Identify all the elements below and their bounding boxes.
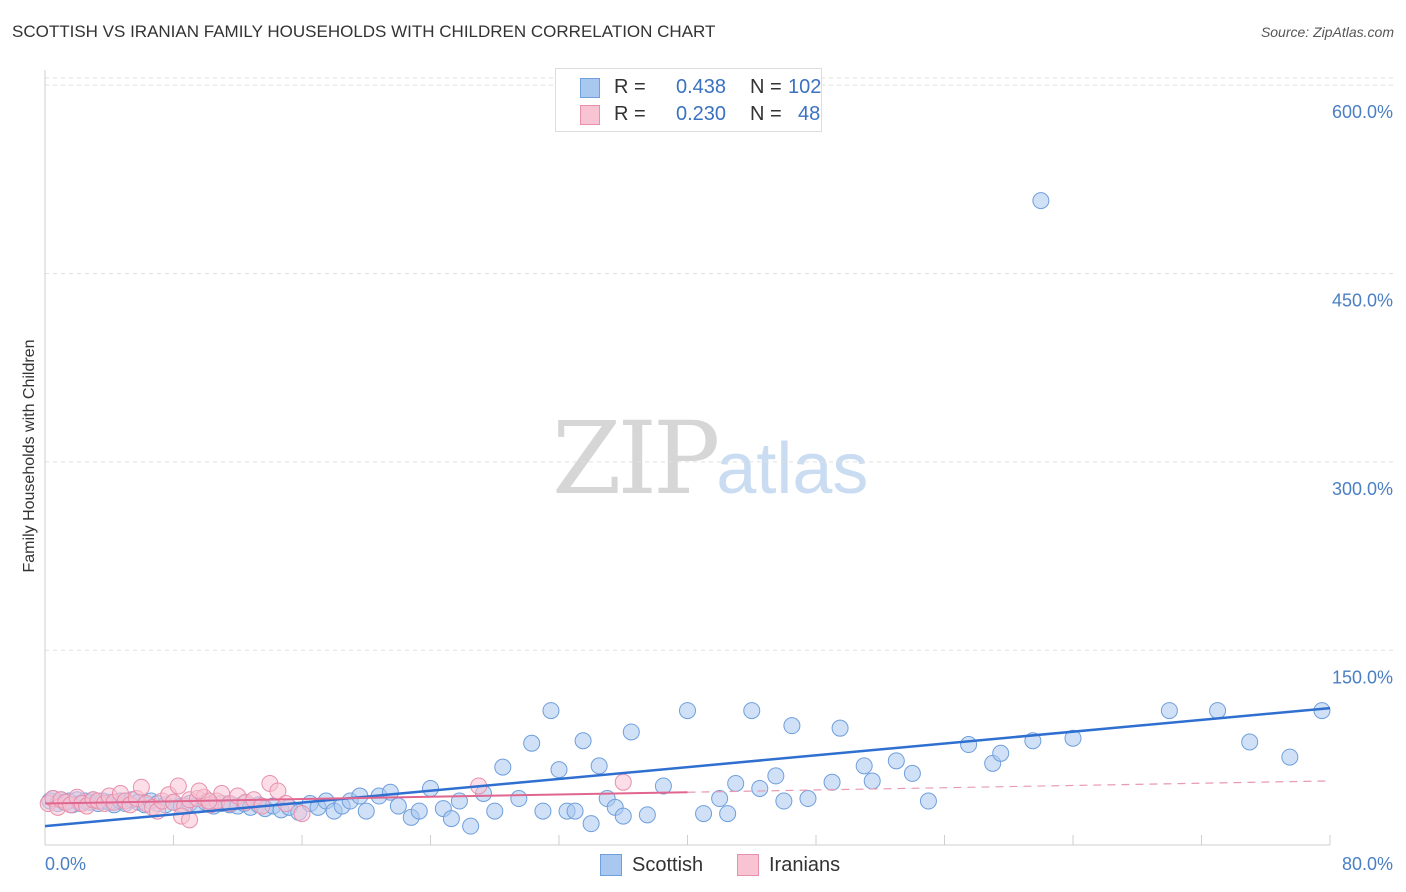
legend-n-label: N =	[750, 103, 782, 125]
data-point-scottish	[566, 802, 584, 820]
grid-lines	[45, 77, 1395, 651]
correlation-legend: R = 0.438 N = 102 R = 0.230 N = 48	[555, 68, 822, 132]
data-point-scottish	[1313, 702, 1331, 720]
data-point-scottish	[695, 805, 713, 823]
data-point-iranians	[190, 782, 208, 800]
data-point-scottish	[486, 802, 504, 820]
data-point-scottish	[863, 772, 881, 790]
source-label: Source: ZipAtlas.com	[1260, 24, 1394, 40]
data-point-scottish	[542, 702, 560, 720]
data-point-scottish	[550, 761, 568, 779]
data-point-scottish	[799, 790, 817, 808]
data-point-scottish	[992, 744, 1010, 762]
data-point-scottish	[494, 758, 512, 776]
data-point-iranians	[293, 805, 311, 823]
watermark-atlas: atlas	[716, 429, 869, 509]
legend-r-label: R =	[614, 103, 646, 125]
data-point-scottish	[783, 717, 801, 735]
data-point-scottish	[960, 736, 978, 754]
y-tick-label: 150.0%	[1332, 667, 1393, 687]
legend-label-scottish: Scottish	[632, 854, 704, 876]
tick-labels: 150.0% 300.0% 450.0% 600.0% 0.0% 80.0%	[45, 102, 1393, 874]
y-tick-label: 450.0%	[1332, 290, 1393, 310]
data-point-scottish	[919, 792, 937, 810]
data-point-scottish	[1241, 733, 1259, 751]
trend-line-scottish	[44, 706, 1331, 828]
legend-r-value: 0.230	[676, 103, 727, 125]
trend-line-iranians	[44, 791, 688, 805]
chart-title: SCOTTISH VS IRANIAN FAMILY HOUSEHOLDS WI…	[12, 22, 716, 41]
y-axis-label: Family Households with Children	[21, 340, 38, 573]
data-point-scottish	[727, 774, 745, 792]
data-point-scottish	[638, 806, 656, 824]
axes	[44, 70, 1331, 846]
legend-label-iranians: Iranians	[769, 854, 841, 876]
data-point-scottish	[679, 702, 696, 720]
data-point-scottish	[1064, 729, 1082, 747]
watermark-zip: ZIP	[552, 400, 720, 517]
data-point-scottish	[622, 723, 640, 741]
data-point-iranians	[614, 773, 632, 791]
data-point-scottish	[1209, 702, 1227, 720]
data-point-scottish	[410, 802, 428, 820]
legend-r-value: 0.438	[676, 76, 727, 98]
data-point-scottish	[831, 719, 849, 737]
data-point-scottish	[614, 807, 632, 825]
data-point-scottish	[389, 797, 407, 815]
legend-swatch-scottish	[600, 854, 622, 876]
legend-n-value: 102	[788, 76, 822, 98]
data-point-scottish	[381, 783, 399, 801]
data-point-scottish	[534, 802, 552, 820]
legend-n-label: N =	[750, 76, 782, 98]
data-point-scottish	[574, 732, 592, 750]
data-point-scottish	[422, 779, 439, 797]
y-tick-label: 600.0%	[1332, 102, 1393, 122]
watermark: ZIPatlas	[552, 400, 868, 517]
legend-swatch-iranians	[737, 854, 759, 876]
data-point-scottish	[582, 815, 600, 833]
data-point-scottish	[711, 790, 729, 808]
data-point-scottish	[1281, 748, 1299, 766]
legend-r-label: R =	[614, 76, 646, 98]
data-point-scottish	[743, 702, 761, 720]
legend-swatch-iranians	[580, 105, 600, 125]
data-point-scottish	[823, 773, 841, 791]
data-point-scottish	[1032, 192, 1050, 210]
data-point-iranians	[132, 778, 150, 796]
data-point-scottish	[357, 802, 375, 820]
y-tick-label: 300.0%	[1332, 479, 1393, 499]
data-point-scottish	[719, 805, 737, 823]
data-point-scottish	[767, 767, 785, 785]
x-tick-label-max: 80.0%	[1342, 854, 1393, 874]
x-tick-label-min: 0.0%	[45, 854, 86, 874]
data-point-scottish	[775, 792, 793, 810]
data-point-scottish	[654, 777, 672, 795]
data-point-scottish	[1160, 702, 1178, 720]
data-point-scottish	[903, 764, 921, 782]
trend-line-iranians-extension	[687, 780, 1331, 793]
data-point-scottish	[442, 810, 460, 828]
legend-swatch-scottish	[580, 78, 600, 98]
data-point-scottish	[751, 779, 769, 797]
legend-n-value: 48	[798, 103, 821, 125]
data-point-scottish	[510, 790, 528, 808]
data-point-scottish	[855, 757, 873, 775]
data-point-iranians	[169, 777, 187, 795]
data-points	[39, 192, 1331, 835]
data-point-scottish	[887, 752, 905, 770]
data-point-scottish	[462, 817, 480, 835]
trend-lines	[44, 706, 1331, 828]
data-point-scottish	[590, 757, 608, 775]
data-point-scottish	[523, 734, 541, 752]
